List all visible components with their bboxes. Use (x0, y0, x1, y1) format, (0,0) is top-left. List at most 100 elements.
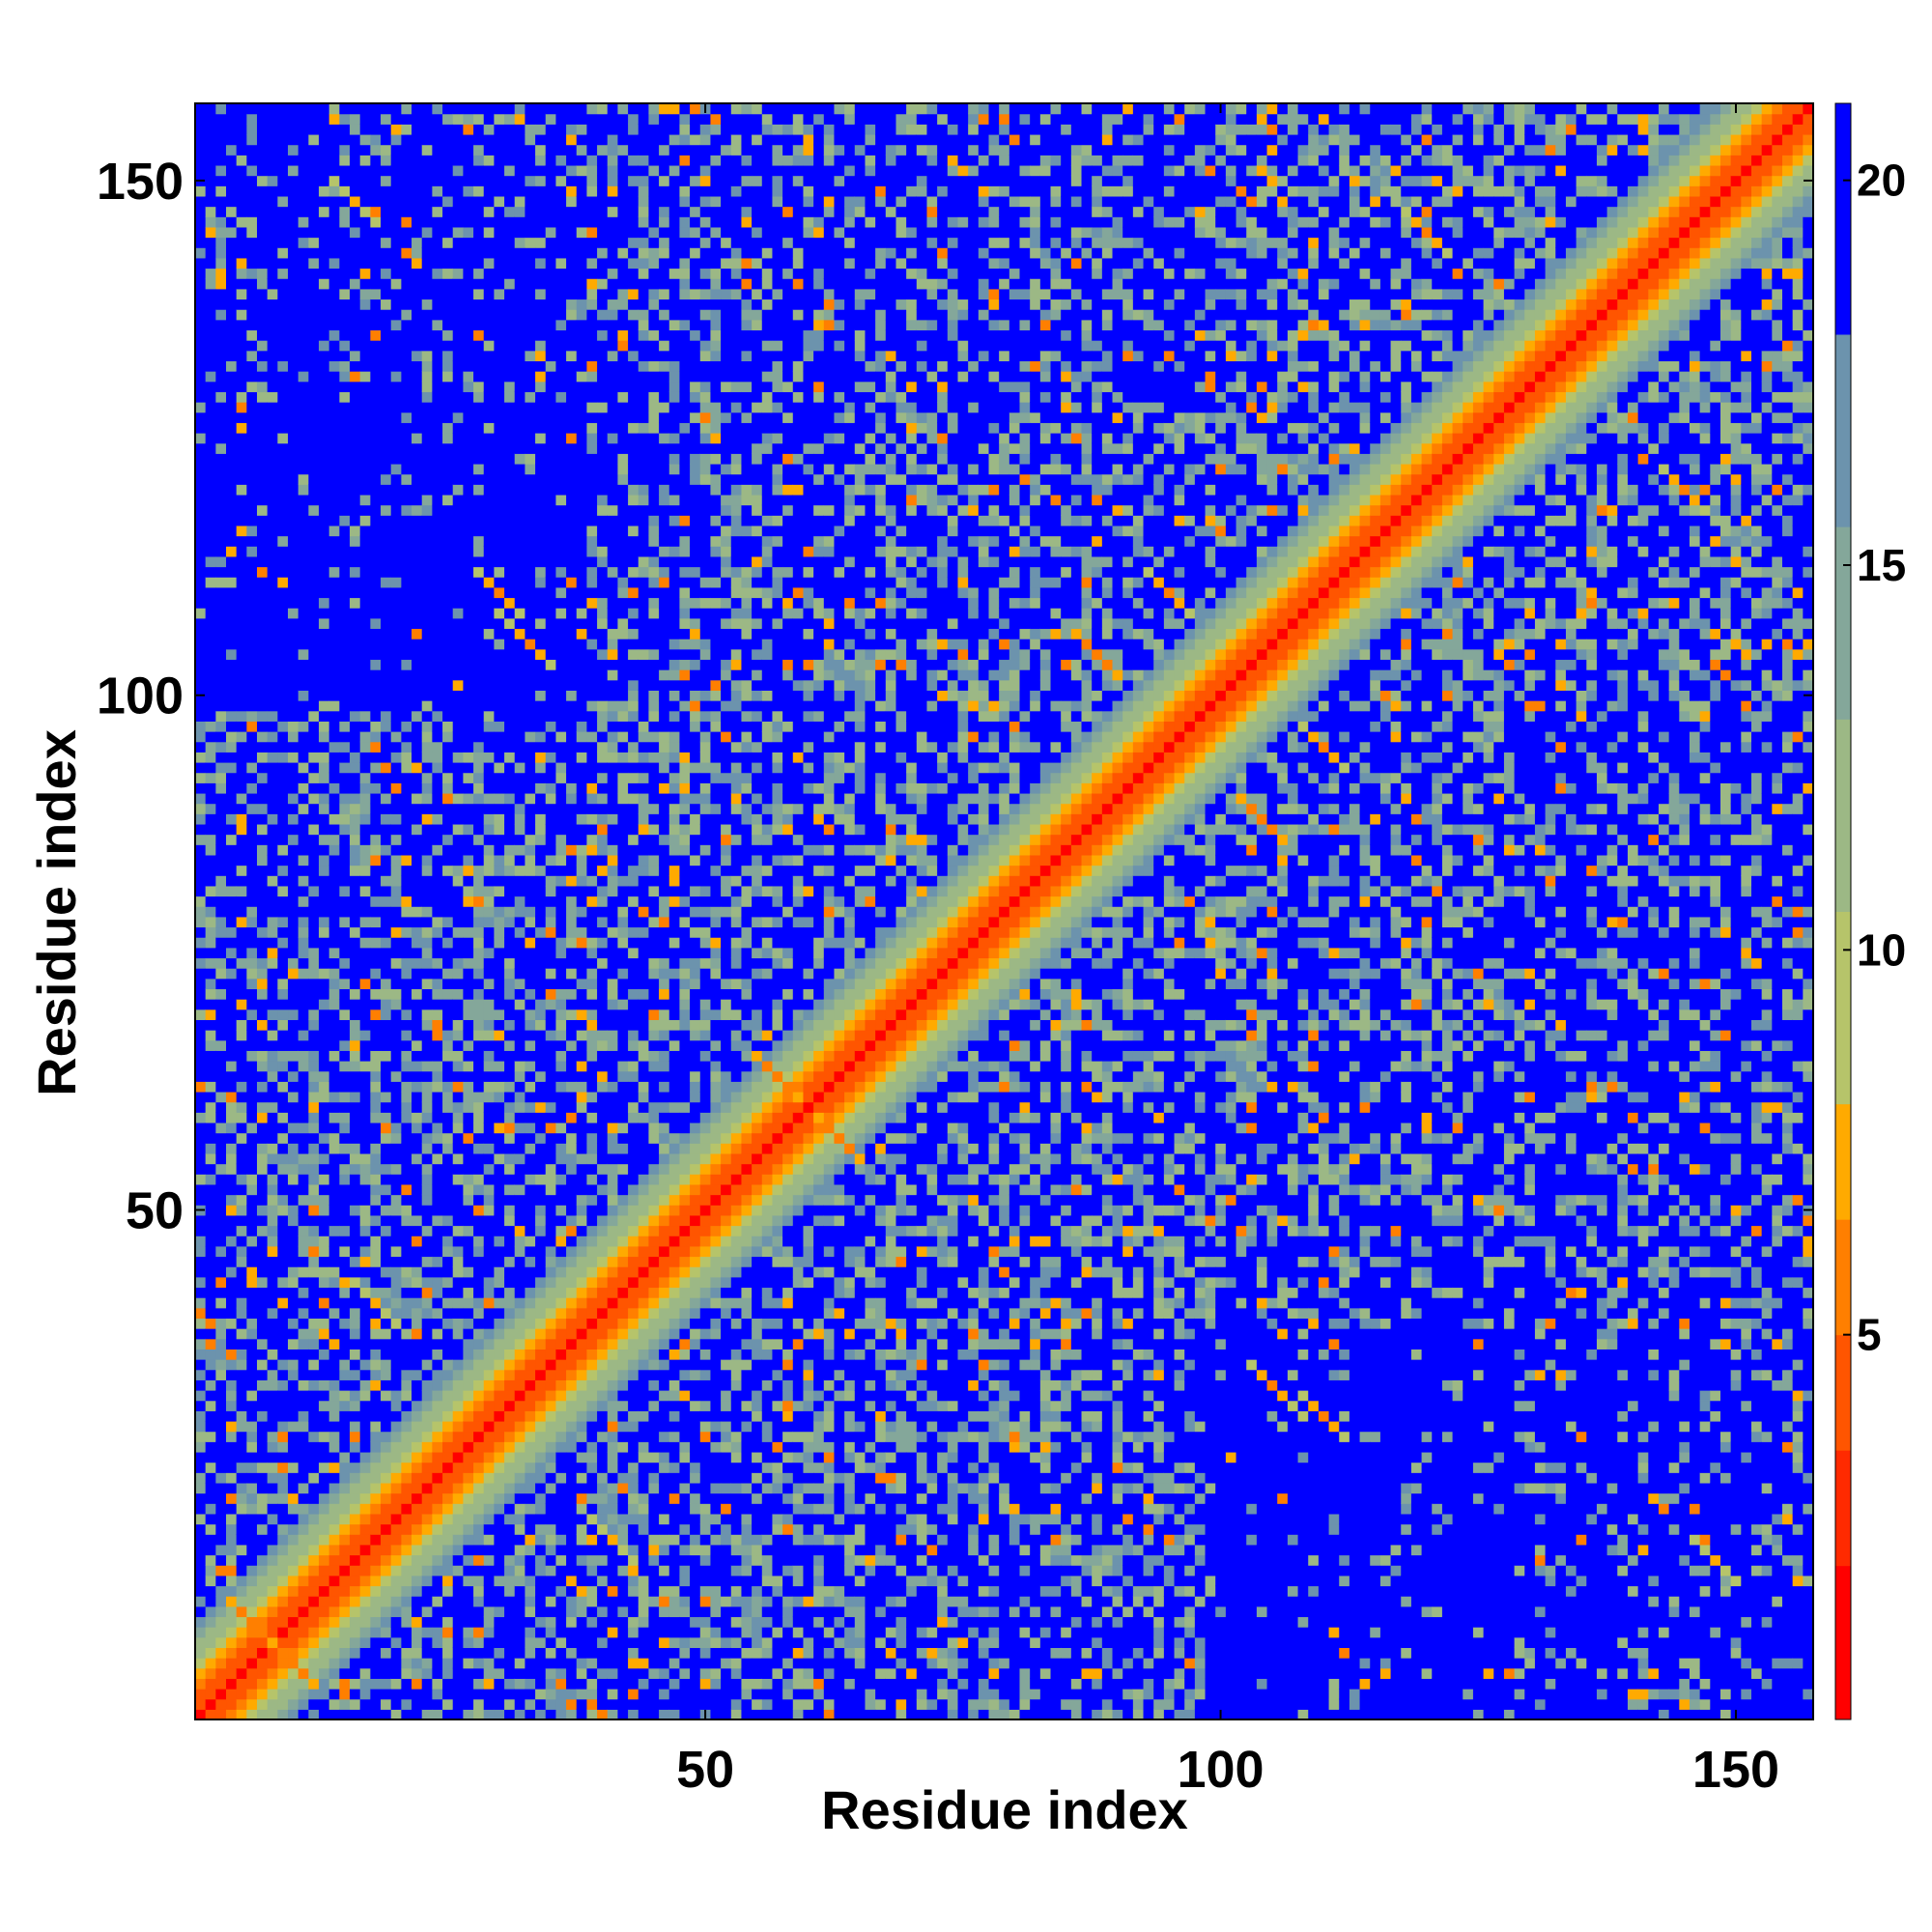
heatmap-cell (401, 535, 412, 547)
heatmap-cell (412, 1554, 423, 1566)
heatmap-cell (442, 103, 454, 115)
heatmap-cell (195, 1627, 207, 1638)
heatmap-cell (257, 577, 269, 588)
heatmap-cell (205, 669, 216, 681)
heatmap-cell (246, 1338, 258, 1350)
heatmap-cell (246, 1349, 258, 1360)
heatmap-cell (205, 402, 216, 413)
heatmap-cell (473, 103, 485, 115)
heatmap-cell (267, 1534, 278, 1546)
heatmap-cell (298, 1565, 309, 1577)
heatmap-cell (514, 895, 526, 907)
heatmap-cell (494, 340, 505, 352)
heatmap-cell (514, 1492, 526, 1504)
heatmap-cell (483, 1492, 495, 1504)
heatmap-cell (226, 124, 238, 135)
heatmap-cell (236, 895, 247, 907)
heatmap-cell (205, 144, 216, 156)
heatmap-cell (514, 875, 526, 887)
heatmap-cell (390, 319, 402, 331)
heatmap-cell (381, 700, 392, 712)
heatmap-cell (277, 402, 289, 413)
heatmap-cell (401, 885, 412, 897)
heatmap-cell (370, 103, 382, 115)
heatmap-cell (288, 1143, 299, 1154)
heatmap-cell (328, 1647, 340, 1659)
heatmap-cell (473, 1205, 485, 1216)
heatmap-cell (381, 257, 392, 270)
heatmap-cell (277, 1410, 289, 1422)
heatmap-cell (452, 1174, 464, 1185)
heatmap-cell (494, 1236, 505, 1247)
heatmap-cell (205, 1163, 216, 1175)
heatmap-cell (339, 1482, 351, 1494)
heatmap-cell (370, 432, 382, 444)
heatmap-cell (494, 885, 505, 897)
heatmap-cell (257, 1349, 269, 1360)
heatmap-cell (401, 1400, 412, 1411)
heatmap-cell (195, 1492, 207, 1504)
heatmap-cell (288, 1400, 299, 1411)
heatmap-cell (483, 813, 495, 825)
heatmap-cell (442, 577, 454, 588)
heatmap-cell (328, 566, 340, 578)
heatmap-cell (381, 1482, 392, 1494)
heatmap-cell (319, 710, 330, 722)
heatmap-cell (298, 350, 309, 362)
heatmap-cell (277, 1174, 289, 1185)
heatmap-cell (257, 690, 269, 701)
heatmap-cell (277, 103, 289, 115)
heatmap-cell (226, 823, 238, 836)
heatmap-cell (504, 1132, 516, 1144)
heatmap-cell (308, 422, 320, 434)
heatmap-cell (412, 803, 423, 814)
heatmap-cell (504, 1627, 516, 1638)
heatmap-cell (504, 1359, 516, 1371)
heatmap-cell (381, 1112, 392, 1123)
heatmap-cell (452, 1205, 464, 1216)
heatmap-cell (370, 628, 382, 639)
heatmap-cell (381, 586, 392, 599)
heatmap-cell (319, 319, 330, 331)
heatmap-cell (483, 1152, 495, 1165)
heatmap-cell (401, 216, 412, 228)
heatmap-cell (339, 1565, 351, 1577)
heatmap-cell (442, 422, 454, 434)
heatmap-cell (267, 669, 278, 681)
heatmap-cell (298, 494, 309, 506)
heatmap-cell (412, 1359, 423, 1371)
heatmap-cell (339, 1245, 351, 1258)
heatmap-cell (359, 772, 371, 783)
heatmap-cell (421, 535, 433, 547)
heatmap-cell (473, 1214, 485, 1227)
heatmap-cell (381, 937, 392, 949)
heatmap-cell (463, 268, 474, 279)
heatmap-cell (370, 608, 382, 619)
heatmap-cell (432, 628, 443, 639)
heatmap-cell (205, 1297, 216, 1309)
heatmap-cell (442, 679, 454, 691)
heatmap-cell (442, 1030, 454, 1041)
heatmap-cell (215, 412, 227, 423)
heatmap-cell (390, 1039, 402, 1051)
heatmap-cell (205, 1667, 216, 1679)
heatmap-cell (504, 803, 516, 814)
heatmap-cell (432, 1379, 443, 1391)
heatmap-cell (319, 1194, 330, 1206)
heatmap-cell (339, 597, 351, 609)
heatmap-cell (359, 844, 371, 856)
heatmap-cell (421, 1214, 433, 1227)
heatmap-cell (412, 1596, 423, 1607)
heatmap-cell (246, 237, 258, 248)
heatmap-cell (494, 608, 505, 619)
heatmap-cell (226, 1174, 238, 1185)
heatmap-cell (328, 453, 340, 465)
heatmap-cell (432, 402, 443, 413)
heatmap-cell (401, 1596, 412, 1607)
heatmap-cell (298, 195, 309, 208)
heatmap-cell (319, 1009, 330, 1020)
heatmap-cell (494, 566, 505, 578)
heatmap-cell (267, 1636, 278, 1649)
heatmap-cell (370, 1513, 382, 1525)
heatmap-cell (401, 340, 412, 352)
